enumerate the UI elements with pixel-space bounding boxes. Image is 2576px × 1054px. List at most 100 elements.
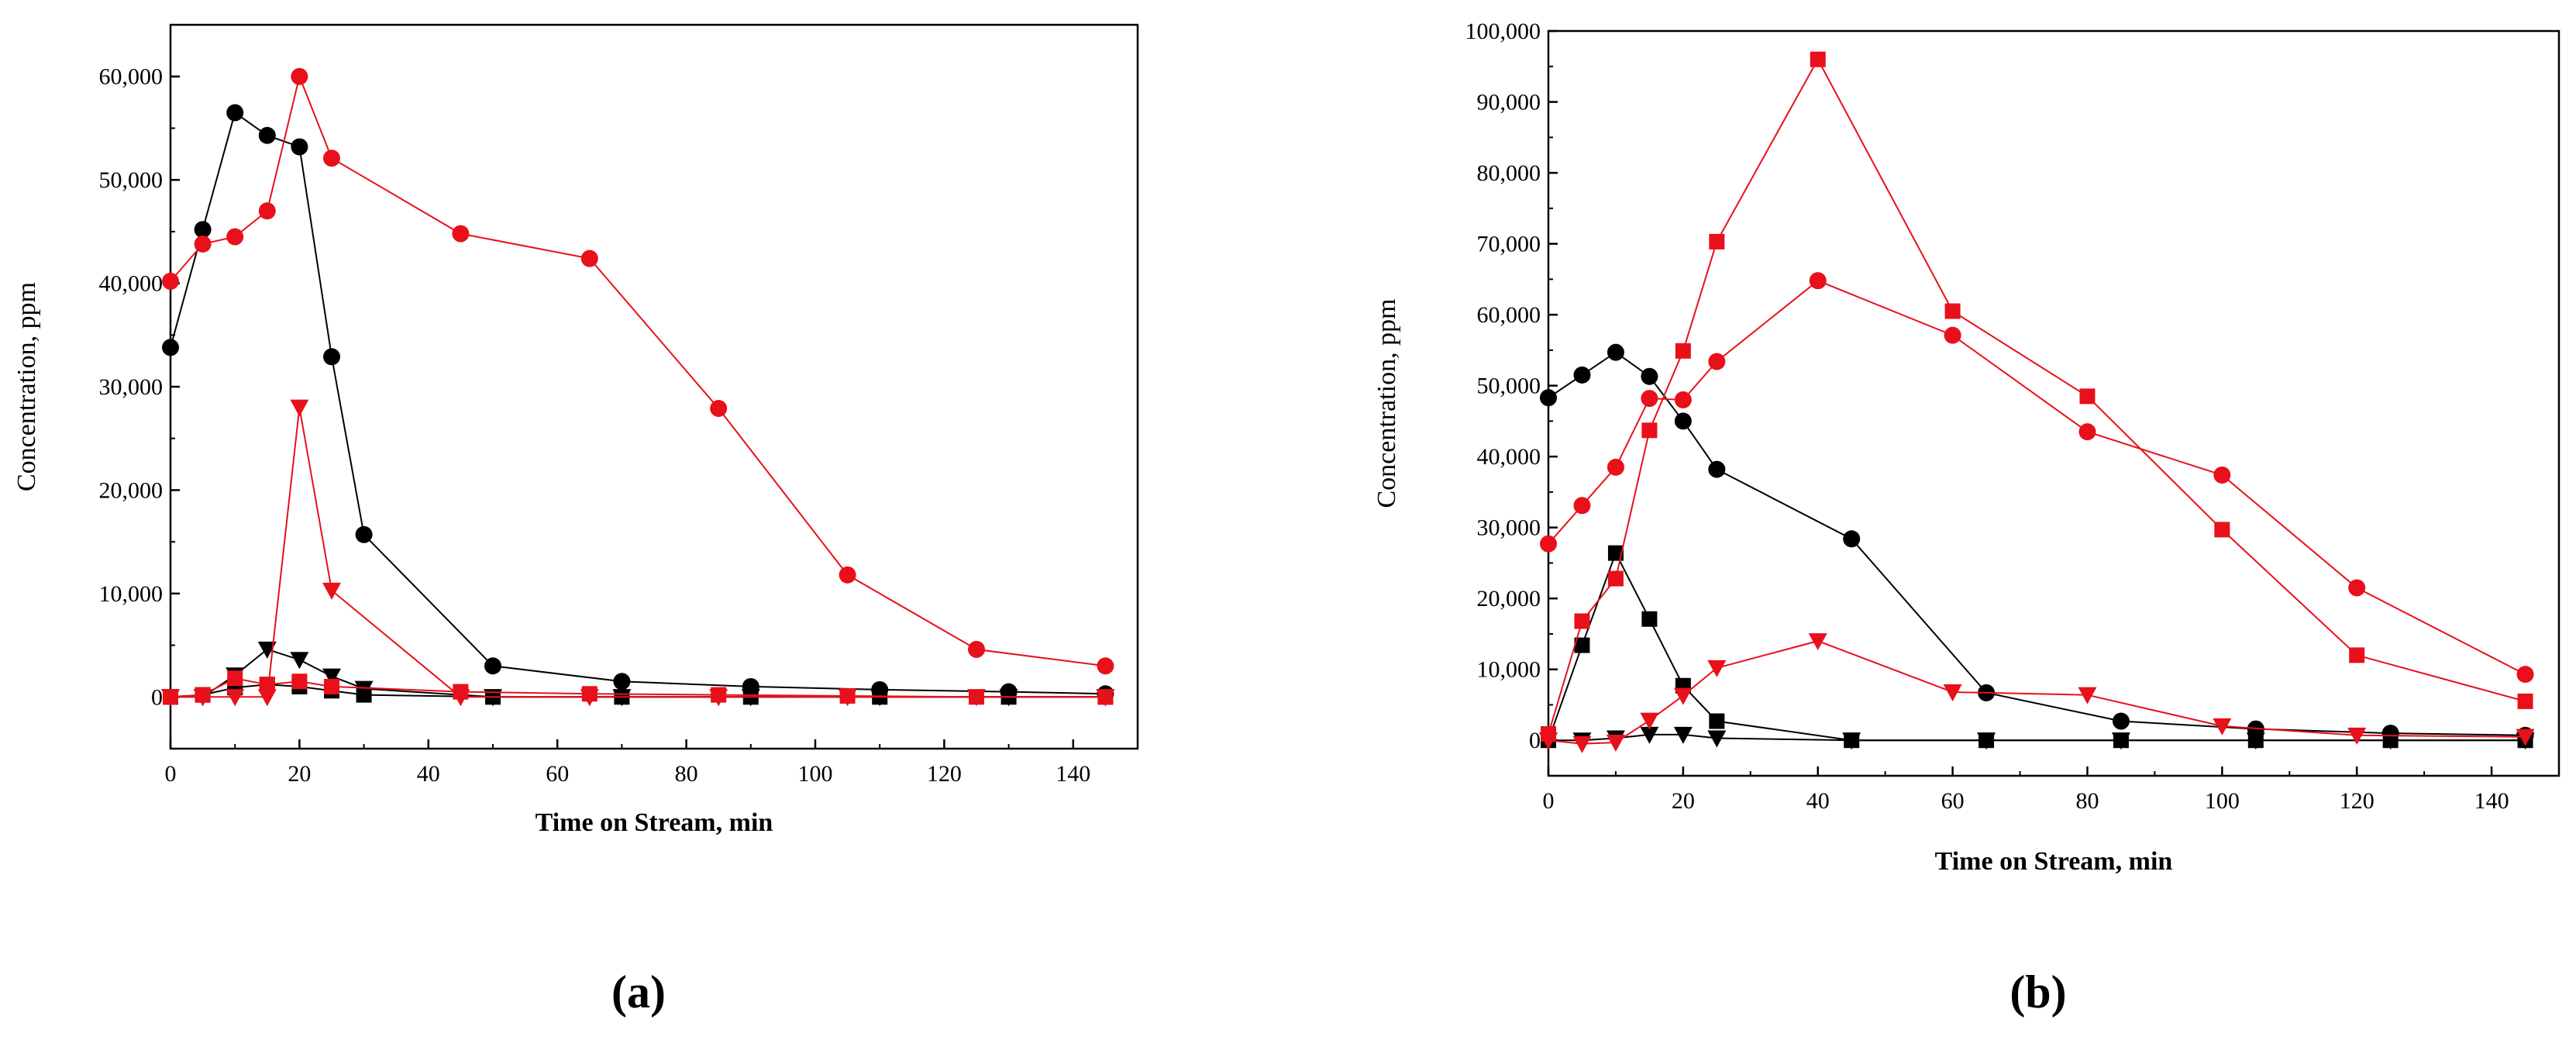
panel-a-series-line-black-triangle (170, 648, 1106, 698)
panel-a-point-black-triangle (354, 680, 374, 698)
panel-b-x-tick-label: 0 (1543, 788, 1555, 814)
panel-a-x-tick-label: 60 (546, 761, 569, 787)
panel-b-point-black-square (1574, 637, 1590, 653)
panel-a-point-red-square (291, 673, 308, 690)
panel-b-point-red-circle (2213, 466, 2231, 484)
panel-b-point-red-square (1607, 570, 1624, 587)
panel-a-point-black-triangle (290, 652, 309, 670)
panel-b-y-tick-label: 20,000 (1477, 586, 1541, 611)
panel-b-point-black-square (1709, 713, 1725, 729)
panel-b-point-red-circle (1809, 272, 1827, 290)
panel-a-point-black-circle (613, 673, 631, 691)
panel-b-point-red-square (1810, 51, 1826, 67)
panel-a-x-tick-label: 120 (927, 761, 962, 787)
panel-b-point-black-circle (1573, 366, 1591, 384)
panel-a-point-red-circle (291, 67, 308, 85)
panel-b-y-tick-label: 40,000 (1477, 444, 1541, 470)
panel-b-point-red-square (2517, 693, 2533, 709)
panel-b-point-red-square (2214, 522, 2230, 538)
panel-b-point-black-circle (1674, 412, 1692, 430)
panel-a-y-tick-label: 0 (151, 684, 163, 710)
panel-b-x-tick-label: 120 (2340, 788, 2375, 814)
panel-b-y-tick-label: 80,000 (1477, 160, 1541, 186)
panel-a-point-black-circle (226, 104, 244, 122)
panel-b-point-red-triangle (2347, 727, 2367, 745)
panel-b-y-axis-label: Concentration, ppm (1372, 298, 1401, 508)
panel-a-point-red-triangle (451, 689, 470, 707)
panel-b-y-tick-label: 50,000 (1477, 374, 1541, 399)
panel-a-y-tick-label: 30,000 (99, 374, 164, 400)
panel-a-x-tick-label: 140 (1056, 761, 1090, 787)
panel-a-plot-frame (169, 23, 1139, 750)
panel-b-point-red-triangle (1606, 734, 1625, 752)
panel-b-point-red-triangle (1943, 684, 1962, 702)
panel-b-point-red-triangle (1572, 735, 1592, 753)
panel-a-point-red-circle (710, 400, 728, 418)
panel-b-y-tick-label: 100,000 (1465, 19, 1541, 44)
panel-a-point-red-triangle (161, 689, 180, 707)
panel-a-point-black-circle (291, 138, 308, 156)
panel-a-point-red-triangle (967, 689, 986, 707)
panel-a: 0 20 40 60 80 100 120 140 0 10,000 20,000 30,000 40,… (12, 23, 1139, 1018)
panel-a-series-line-red-circle (170, 74, 1106, 667)
panel-a-x-tick-label: 0 (165, 761, 177, 787)
panel-b-point-red-square (2079, 388, 2096, 405)
panel-a-point-red-circle (323, 150, 340, 167)
panel-a-y-axis-label: Concentration, ppm (12, 282, 41, 491)
panel-b-point-red-circle (1540, 535, 1557, 553)
panel-b-point-red-triangle (2516, 728, 2535, 746)
panel-b-point-red-square (1709, 233, 1725, 250)
panel-b-point-red-triangle (2213, 718, 2232, 735)
panel-b-point-black-triangle (2111, 732, 2130, 750)
panel-a-point-red-triangle (193, 689, 212, 707)
panel-a-point-black-triangle (257, 641, 277, 659)
panel-b-x-tick-label: 40 (1806, 788, 1830, 814)
panel-a-point-red-triangle (838, 689, 857, 707)
panel-b-label: (b) (2009, 966, 2066, 1018)
panel-b-point-red-circle (2078, 423, 2096, 441)
panel-b-point-black-triangle (2246, 732, 2265, 750)
panel-b-y-tick-label: 60,000 (1477, 302, 1541, 328)
panel-b-point-red-circle (1708, 353, 1726, 370)
panel-b-point-red-square (1641, 422, 1658, 439)
panel-a-point-black-circle (194, 221, 212, 239)
panel-b-point-black-triangle (1707, 730, 1727, 748)
panel-b-point-black-triangle (1673, 726, 1693, 744)
panel-a-point-red-circle (580, 250, 598, 267)
panel-b-point-red-square (1675, 343, 1691, 359)
panel-b-y-tick-label: 30,000 (1477, 515, 1541, 541)
panel-b-series-line-black-square (1548, 551, 2526, 742)
panel-a-point-red-circle (1097, 657, 1114, 675)
panel-b-point-red-circle (2516, 666, 2534, 684)
panel-a-point-red-circle (194, 235, 212, 253)
panel-b-point-red-circle (1944, 326, 1961, 344)
panel-b-point-red-circle (2348, 579, 2366, 597)
panel-a-point-red-circle (968, 640, 985, 658)
panel-b-x-tick-label: 60 (1941, 788, 1965, 814)
panel-b-y-tick-label: 10,000 (1477, 657, 1541, 683)
panel-b-y-tick-label: 0 (1529, 728, 1541, 753)
panel-a-point-black-circle (484, 657, 501, 675)
panel-b-point-black-triangle (1977, 732, 1996, 750)
panel-b-point-black-triangle (1842, 732, 1861, 750)
panel-a-y-tick-label: 10,000 (99, 581, 164, 607)
panel-a-point-red-triangle (226, 689, 245, 707)
panel-a-label: (a) (611, 966, 666, 1018)
panel-b-point-red-triangle (1640, 712, 1659, 730)
panel-a-point-red-triangle (290, 399, 309, 417)
panel-a-x-tick-label: 20 (288, 761, 311, 787)
panel-b-plot-frame (1547, 29, 2561, 777)
panel-a-point-black-triangle (322, 668, 341, 686)
panel-b-x-tick-label: 100 (2205, 788, 2240, 814)
panel-b-series-line-black-circle (1548, 351, 2526, 736)
panel-b-series-line-red-square (1548, 57, 2526, 735)
panel-b-point-red-triangle (1539, 732, 1558, 750)
panel-b-point-black-circle (1641, 367, 1658, 385)
panel-a-y-tick-label: 20,000 (99, 477, 164, 503)
panel-b-y-tick-label: 70,000 (1477, 232, 1541, 257)
panel-b-x-tick-label: 140 (2474, 788, 2509, 814)
panel-a-point-red-triangle (257, 689, 277, 707)
panel-a-y-tick-label: 40,000 (99, 271, 164, 297)
panel-b-x-tick-label: 80 (2075, 788, 2099, 814)
